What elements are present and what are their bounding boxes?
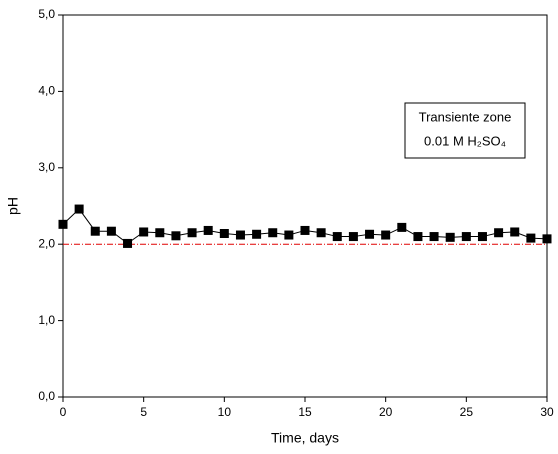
x-tick-label: 15	[298, 405, 312, 419]
x-tick-label: 25	[460, 405, 474, 419]
y-tick-label: 0,0	[38, 389, 55, 403]
marker	[90, 226, 100, 236]
marker	[526, 233, 536, 243]
marker	[445, 232, 455, 242]
marker	[268, 228, 278, 238]
annotation-box	[404, 102, 526, 159]
marker	[219, 229, 229, 239]
marker	[332, 232, 342, 242]
marker	[494, 228, 504, 238]
marker	[106, 226, 116, 236]
marker	[284, 230, 294, 240]
marker	[397, 222, 407, 232]
y-tick-label: 1,0	[38, 313, 55, 327]
x-tick-label: 30	[540, 405, 554, 419]
y-axis-label: pH	[5, 197, 21, 215]
marker	[123, 238, 133, 248]
marker	[139, 227, 149, 237]
annotation-text: 0.01 M H₂SO₄	[424, 133, 506, 148]
y-tick-label: 3,0	[38, 160, 55, 174]
annotation-text: Transiente zone	[419, 109, 512, 124]
x-tick-label: 20	[379, 405, 393, 419]
marker	[365, 229, 375, 239]
marker	[155, 228, 165, 238]
marker	[413, 232, 423, 242]
marker	[203, 225, 213, 235]
marker	[542, 234, 552, 244]
marker	[300, 225, 310, 235]
marker	[348, 232, 358, 242]
marker	[252, 229, 262, 239]
y-tick-label: 4,0	[38, 84, 55, 98]
x-tick-label: 10	[218, 405, 232, 419]
marker	[74, 204, 84, 214]
y-tick-label: 5,0	[38, 7, 55, 21]
marker	[187, 228, 197, 238]
marker	[381, 230, 391, 240]
marker	[316, 228, 326, 238]
marker	[235, 230, 245, 240]
x-axis-label: Time, days	[271, 430, 339, 446]
marker	[171, 231, 181, 241]
marker	[429, 232, 439, 242]
marker	[58, 219, 68, 229]
plot-frame	[62, 14, 548, 398]
x-tick-label: 0	[60, 405, 67, 419]
marker	[510, 227, 520, 237]
y-tick-label: 2,0	[38, 236, 55, 250]
marker	[461, 232, 471, 242]
x-tick-label: 5	[140, 405, 147, 419]
marker	[477, 232, 487, 242]
